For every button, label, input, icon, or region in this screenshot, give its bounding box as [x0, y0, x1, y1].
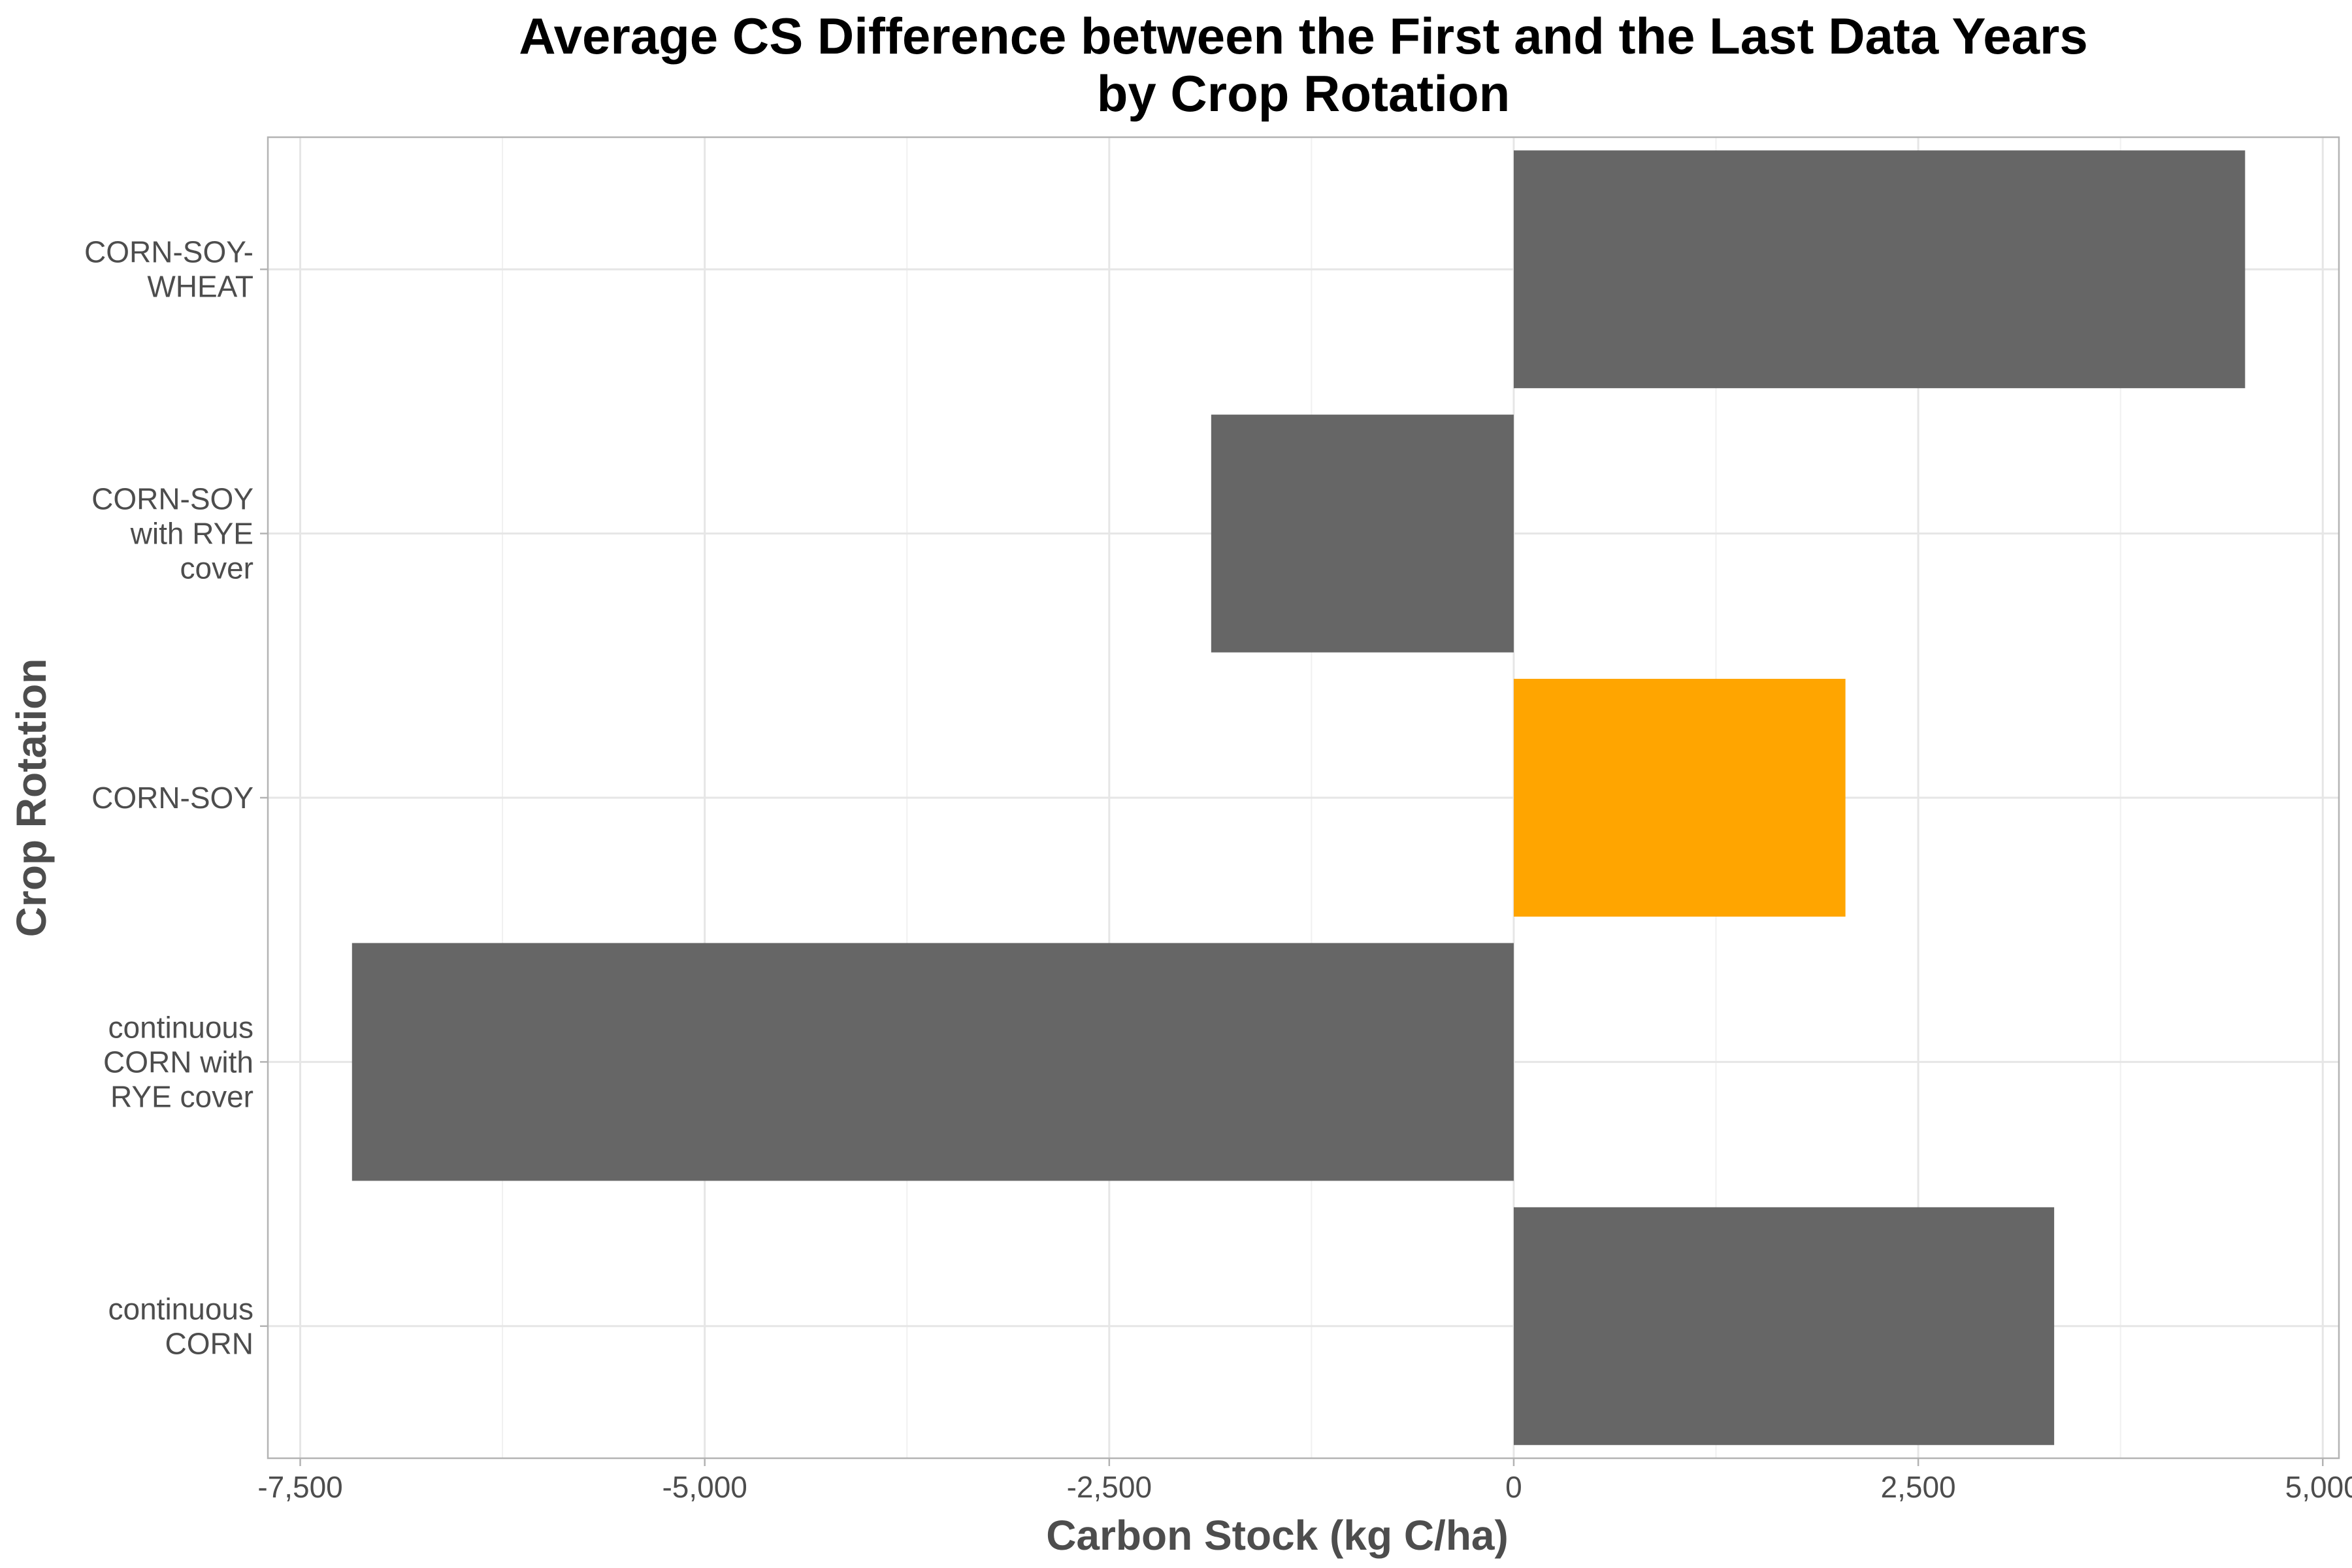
- y-tick-label: WHEAT: [147, 270, 253, 304]
- chart-title: Average CS Difference between the First …: [519, 7, 2088, 122]
- x-axis-title: Carbon Stock (kg C/ha): [1046, 1512, 1509, 1559]
- y-tick-label: with RYE: [130, 517, 253, 551]
- bar: [1211, 414, 1514, 653]
- y-tick-label: CORN: [165, 1326, 253, 1360]
- y-tick-label: continuous: [108, 1292, 254, 1326]
- y-tick-label: CORN with: [103, 1045, 253, 1079]
- x-tick-label: -5,000: [662, 1470, 747, 1504]
- x-tick-label: -2,500: [1067, 1470, 1152, 1504]
- x-axis: -7,500 -5,000 -2,500 0 2,500 5,000: [257, 1458, 2352, 1504]
- bar: [351, 943, 1514, 1181]
- bar: [1513, 1207, 2055, 1445]
- x-tick-label: 5,000: [2285, 1470, 2352, 1504]
- chart-title-line: Average CS Difference between the First …: [519, 7, 2088, 65]
- chart-title-line: by Crop Rotation: [1097, 65, 1511, 122]
- y-tick-label: CORN-SOY: [91, 781, 253, 815]
- x-tick-label: -7,500: [257, 1470, 342, 1504]
- bar: [1513, 679, 1846, 917]
- y-tick-label: CORN-SOY: [91, 482, 253, 516]
- bars: [351, 150, 2246, 1445]
- bar: [1513, 150, 2246, 389]
- x-tick-label: 2,500: [1881, 1470, 1956, 1504]
- y-tick-label: CORN-SOY-: [84, 235, 253, 269]
- y-tick-label: cover: [180, 551, 253, 585]
- y-tick-label: RYE cover: [110, 1079, 253, 1113]
- y-tick-label: continuous: [108, 1010, 254, 1044]
- y-axis-title: Crop Rotation: [8, 659, 55, 938]
- x-tick-label: 0: [1505, 1470, 1522, 1504]
